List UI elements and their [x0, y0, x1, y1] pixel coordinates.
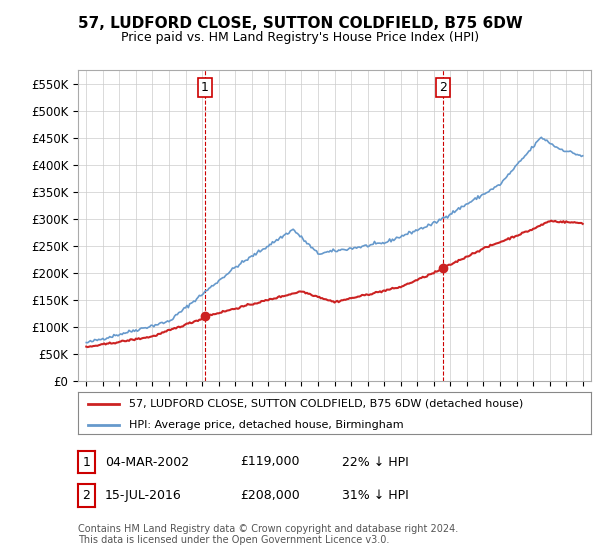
Text: Price paid vs. HM Land Registry's House Price Index (HPI): Price paid vs. HM Land Registry's House … — [121, 31, 479, 44]
Text: 57, LUDFORD CLOSE, SUTTON COLDFIELD, B75 6DW (detached house): 57, LUDFORD CLOSE, SUTTON COLDFIELD, B75… — [130, 399, 524, 409]
Text: £119,000: £119,000 — [240, 455, 299, 469]
Text: 1: 1 — [82, 455, 91, 469]
Text: 31% ↓ HPI: 31% ↓ HPI — [342, 489, 409, 502]
Text: 2: 2 — [82, 489, 91, 502]
Text: HPI: Average price, detached house, Birmingham: HPI: Average price, detached house, Birm… — [130, 420, 404, 430]
Text: 22% ↓ HPI: 22% ↓ HPI — [342, 455, 409, 469]
Text: £208,000: £208,000 — [240, 489, 300, 502]
Text: 2: 2 — [439, 81, 446, 94]
Text: 1: 1 — [201, 81, 209, 94]
Text: 15-JUL-2016: 15-JUL-2016 — [105, 489, 182, 502]
Text: 57, LUDFORD CLOSE, SUTTON COLDFIELD, B75 6DW: 57, LUDFORD CLOSE, SUTTON COLDFIELD, B75… — [77, 16, 523, 31]
Text: Contains HM Land Registry data © Crown copyright and database right 2024.
This d: Contains HM Land Registry data © Crown c… — [78, 524, 458, 545]
Text: 04-MAR-2002: 04-MAR-2002 — [105, 455, 189, 469]
